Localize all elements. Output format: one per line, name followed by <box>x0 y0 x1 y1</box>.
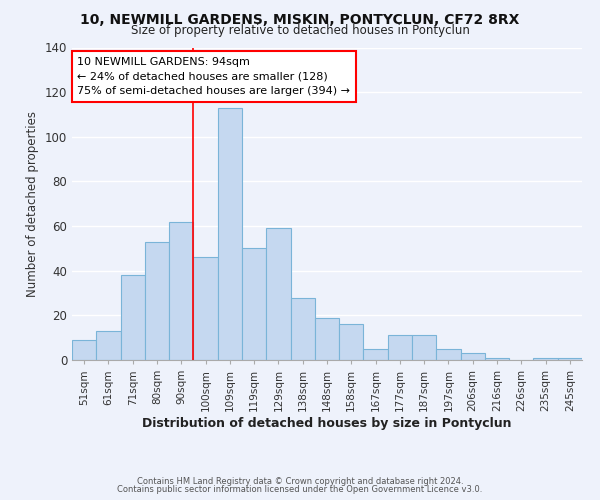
Bar <box>290 298 315 360</box>
Bar <box>266 228 290 360</box>
Text: Contains HM Land Registry data © Crown copyright and database right 2024.: Contains HM Land Registry data © Crown c… <box>137 477 463 486</box>
Bar <box>242 248 266 360</box>
Bar <box>364 349 388 360</box>
Bar <box>169 222 193 360</box>
Bar <box>533 358 558 360</box>
Text: 10 NEWMILL GARDENS: 94sqm
← 24% of detached houses are smaller (128)
75% of semi: 10 NEWMILL GARDENS: 94sqm ← 24% of detac… <box>77 57 350 96</box>
Bar <box>218 108 242 360</box>
Text: 10, NEWMILL GARDENS, MISKIN, PONTYCLUN, CF72 8RX: 10, NEWMILL GARDENS, MISKIN, PONTYCLUN, … <box>80 12 520 26</box>
Bar <box>412 336 436 360</box>
Bar <box>193 258 218 360</box>
Bar <box>315 318 339 360</box>
Bar <box>485 358 509 360</box>
Text: Size of property relative to detached houses in Pontyclun: Size of property relative to detached ho… <box>131 24 469 37</box>
X-axis label: Distribution of detached houses by size in Pontyclun: Distribution of detached houses by size … <box>142 416 512 430</box>
Bar <box>558 358 582 360</box>
Bar <box>388 336 412 360</box>
Bar <box>339 324 364 360</box>
Y-axis label: Number of detached properties: Number of detached properties <box>26 111 39 296</box>
Bar <box>461 354 485 360</box>
Bar <box>96 331 121 360</box>
Bar <box>121 275 145 360</box>
Text: Contains public sector information licensed under the Open Government Licence v3: Contains public sector information licen… <box>118 485 482 494</box>
Bar <box>145 242 169 360</box>
Bar <box>72 340 96 360</box>
Bar <box>436 349 461 360</box>
